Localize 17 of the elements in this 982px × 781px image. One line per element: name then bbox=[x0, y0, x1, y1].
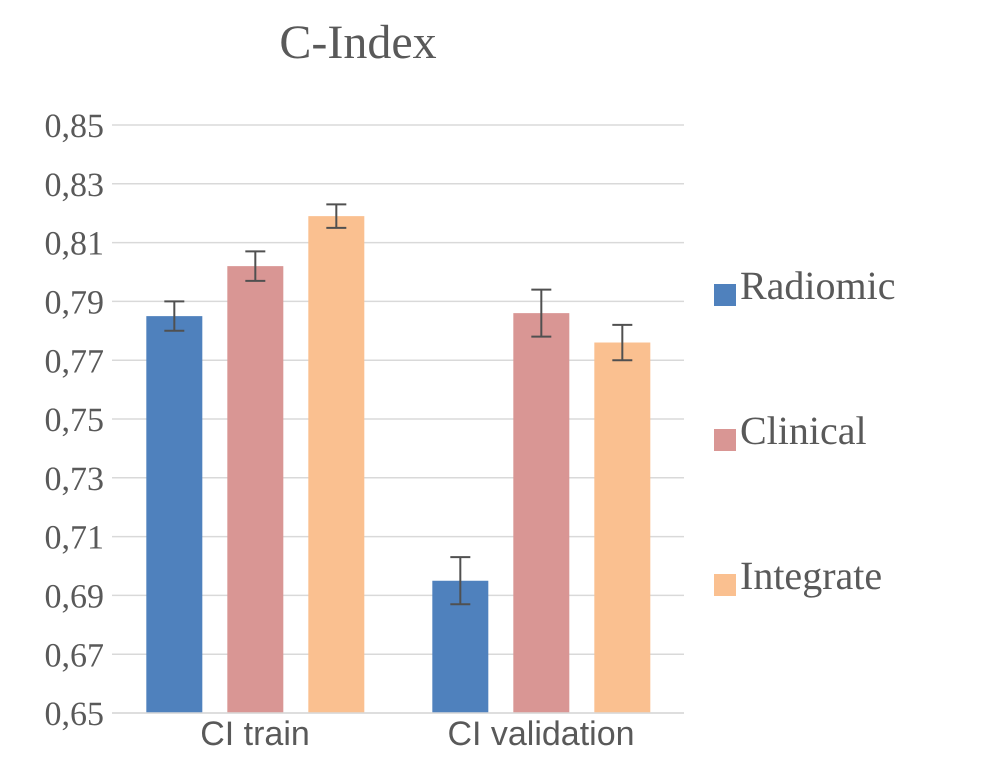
y-tick-label: 0,77 bbox=[44, 343, 104, 380]
chart-title: C-Index bbox=[278, 15, 438, 71]
y-tick-label: 0,67 bbox=[44, 637, 104, 674]
y-tick-label: 0,83 bbox=[44, 166, 104, 204]
y-tick-label: 0,71 bbox=[44, 520, 104, 557]
legend-label: Clinical bbox=[740, 408, 867, 453]
legend-label: Integrate bbox=[740, 553, 882, 598]
x-tick-label: CI train bbox=[200, 715, 310, 754]
y-tick-label: 0,65 bbox=[44, 696, 104, 734]
y-tick-label: 0,85 bbox=[44, 108, 104, 146]
y-tick-label: 0,73 bbox=[44, 460, 104, 498]
y-tick-label: 0,75 bbox=[44, 402, 104, 440]
x-tick-label: CI validation bbox=[447, 715, 635, 754]
legend-label: Radiomic bbox=[740, 263, 896, 308]
y-tick-label: 0,81 bbox=[44, 226, 104, 263]
y-tick-label: 0,79 bbox=[44, 284, 104, 322]
y-tick-label: 0,69 bbox=[44, 578, 104, 616]
